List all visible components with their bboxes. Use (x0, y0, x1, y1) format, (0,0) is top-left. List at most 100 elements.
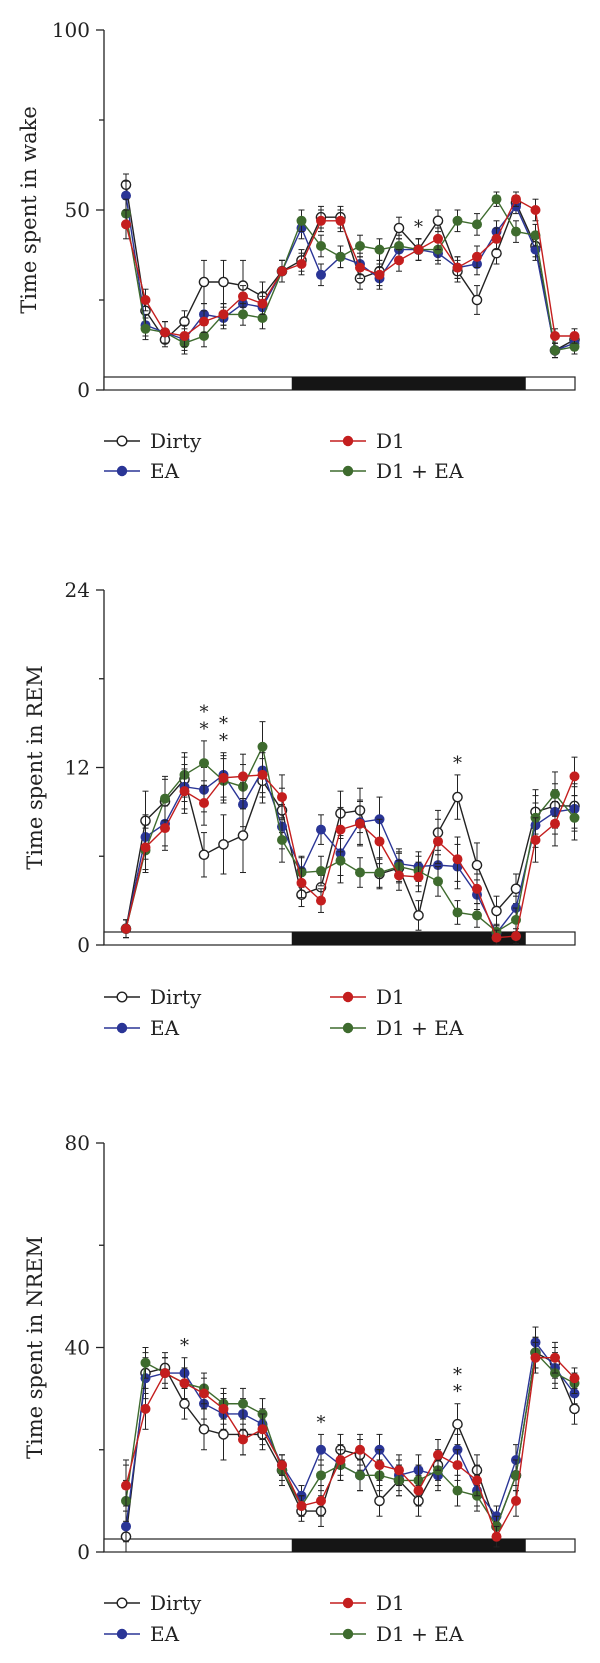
dark-period-bar (291, 932, 526, 945)
chart-panel-1: 0 50 100 Time spent in wake * Dirty D1 EA D1 + E… (17, 18, 580, 483)
legend-marker (342, 1597, 354, 1609)
significance-marker: * (200, 719, 209, 740)
data-point (569, 341, 580, 352)
data-point (491, 932, 502, 943)
data-point (452, 1418, 463, 1430)
legend: Dirty D1 EA D1 + EA (104, 1591, 464, 1646)
data-point (198, 849, 210, 861)
legend-marker (342, 465, 354, 477)
data-point (140, 1403, 151, 1414)
y-tick-label: 24 (65, 578, 90, 602)
data-point (277, 266, 287, 277)
data-point (199, 758, 209, 769)
significance-marker: * (219, 714, 228, 735)
significance-marker: * (200, 702, 209, 723)
legend-label-ea: EA (150, 459, 180, 483)
data-point (179, 786, 190, 797)
data-point (316, 1444, 326, 1455)
data-point (121, 1521, 131, 1532)
data-point (374, 1460, 385, 1471)
data-point (218, 1403, 229, 1414)
data-point (277, 1460, 287, 1471)
series-d1 (121, 752, 580, 946)
data-point (569, 1373, 580, 1384)
series-dirty (120, 756, 580, 939)
series-line (125, 198, 575, 337)
data-point (160, 1368, 170, 1379)
data-point (257, 769, 268, 780)
data-point (199, 798, 209, 808)
data-point (257, 741, 268, 752)
series-line (125, 768, 575, 935)
y-tick-label: 0 (77, 1540, 90, 1564)
legend-marker (342, 435, 354, 447)
legend-label-dirty: Dirty (150, 985, 202, 1009)
data-point (296, 215, 307, 226)
series-d1-ea (121, 721, 580, 940)
data-point (316, 241, 326, 251)
series-d1-ea (121, 1336, 580, 1538)
data-point (355, 241, 365, 251)
legend-label-d1ea: D1 + EA (376, 1016, 464, 1040)
legend-marker (116, 1597, 128, 1609)
data-point (140, 842, 151, 853)
data-point (335, 855, 346, 866)
data-point (452, 791, 463, 803)
data-point (394, 1465, 404, 1476)
data-point (530, 1352, 541, 1363)
legend-marker (116, 991, 128, 1003)
y-axis-title: Time spent in NREM (23, 1236, 47, 1459)
y-tick-label: 100 (52, 18, 90, 42)
series-d1 (121, 191, 580, 348)
legend-label-d1: D1 (376, 1591, 405, 1615)
data-point (452, 1460, 463, 1471)
data-point (472, 1475, 482, 1486)
data-point (355, 1470, 365, 1481)
data-point (238, 1434, 248, 1445)
legend-marker (342, 991, 354, 1003)
legend-label-dirty: Dirty (150, 1591, 202, 1615)
data-point (374, 269, 385, 280)
data-point (277, 792, 287, 803)
data-point (530, 230, 541, 241)
data-point (511, 194, 521, 205)
dark-period-bar (291, 377, 526, 390)
y-tick-label: 12 (65, 756, 90, 780)
data-point (218, 276, 229, 288)
data-point (316, 824, 326, 835)
data-point (393, 222, 405, 234)
y-axis-title: Time spent in wake (17, 106, 41, 314)
data-point (121, 1480, 131, 1491)
data-point (491, 194, 502, 205)
data-point (296, 1500, 307, 1511)
data-point (569, 771, 580, 782)
significance-marker: * (453, 753, 462, 774)
data-point (316, 866, 326, 877)
series-line (125, 1351, 575, 1528)
legend-marker (116, 1628, 128, 1640)
data-point (355, 867, 365, 878)
data-point (472, 219, 482, 230)
data-point (452, 907, 463, 918)
data-point (218, 839, 229, 850)
data-point (491, 1531, 502, 1542)
legend-marker (342, 1628, 354, 1640)
data-point (413, 871, 424, 882)
data-point (433, 836, 443, 847)
data-point (296, 877, 307, 888)
data-point (335, 215, 346, 226)
data-point (238, 1398, 248, 1409)
data-point (257, 298, 268, 309)
data-point (433, 1449, 443, 1460)
data-point (569, 331, 580, 341)
data-point (218, 772, 229, 783)
data-point (316, 269, 326, 280)
data-point (237, 830, 249, 841)
data-point (432, 215, 444, 227)
legend-marker (116, 1022, 128, 1034)
data-point (160, 793, 170, 804)
data-point (491, 905, 502, 917)
data-point (511, 931, 521, 942)
